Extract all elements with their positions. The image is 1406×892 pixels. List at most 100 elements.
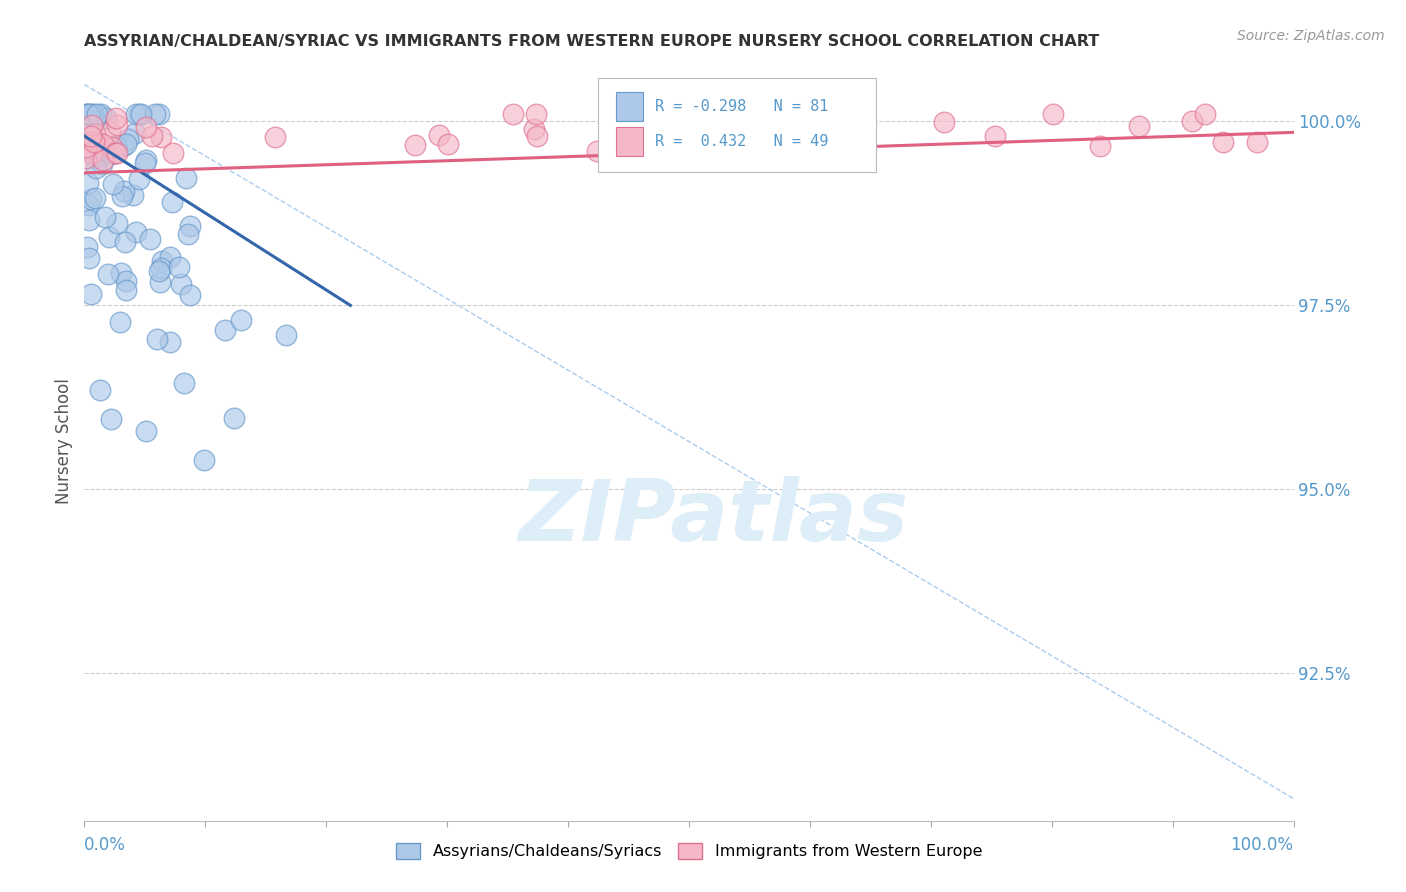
Point [710, 131, 733, 145]
Point [100, 411, 122, 425]
Point [80, 146, 103, 161]
Point [114, 274, 136, 288]
Point [124, 126, 146, 140]
Point [75, 151, 97, 165]
Point [800, 124, 823, 138]
Point [101, 178, 124, 192]
Point [1194, 107, 1216, 121]
Point [128, 172, 150, 186]
Point [162, 145, 184, 160]
Point [177, 227, 200, 241]
Point [148, 107, 170, 121]
Point [89, 383, 111, 397]
Point [148, 264, 170, 278]
Point [526, 128, 548, 143]
Point [229, 313, 252, 327]
Point [427, 128, 450, 142]
Point [79, 107, 101, 121]
Point [112, 184, 135, 198]
Point [502, 107, 524, 121]
Point [80, 128, 103, 143]
Point [82, 107, 104, 121]
Point [105, 111, 128, 125]
Point [263, 129, 285, 144]
Point [76, 130, 98, 145]
Point [523, 121, 546, 136]
Point [143, 107, 166, 121]
Text: R =  0.432   N = 49: R = 0.432 N = 49 [655, 134, 828, 149]
Point [76, 198, 98, 212]
Point [76, 107, 98, 121]
Point [90, 107, 112, 121]
Point [105, 118, 128, 132]
Point [86, 161, 108, 175]
Point [77, 213, 100, 227]
Point [179, 288, 201, 302]
Point [1212, 135, 1234, 149]
Point [643, 120, 665, 134]
Point [97, 267, 120, 281]
Point [76, 240, 98, 254]
Point [80, 119, 103, 133]
Point [524, 107, 547, 121]
Point [108, 314, 131, 328]
Point [91, 136, 114, 151]
Point [125, 225, 148, 239]
Point [983, 129, 1005, 144]
Point [110, 266, 132, 280]
Text: R = -0.298   N = 81: R = -0.298 N = 81 [655, 99, 828, 114]
Point [1042, 107, 1064, 121]
Point [179, 219, 201, 233]
Point [84, 191, 107, 205]
Point [80, 107, 103, 121]
Point [162, 195, 184, 210]
Point [80, 192, 103, 206]
Text: ASSYRIAN/CHALDEAN/SYRIAC VS IMMIGRANTS FROM WESTERN EUROPE NURSERY SCHOOL CORREL: ASSYRIAN/CHALDEAN/SYRIAC VS IMMIGRANTS F… [84, 34, 1099, 49]
Point [94, 210, 117, 224]
Point [1181, 114, 1204, 128]
Point [75, 139, 97, 153]
Point [84, 128, 107, 142]
Point [122, 188, 145, 202]
Point [89, 149, 111, 163]
Point [87, 135, 110, 149]
Point [758, 112, 780, 126]
Point [135, 425, 157, 439]
Point [100, 140, 122, 154]
Text: Source: ZipAtlas.com: Source: ZipAtlas.com [1237, 29, 1385, 43]
Point [77, 107, 100, 121]
Point [105, 216, 128, 230]
Point [174, 170, 197, 185]
FancyBboxPatch shape [599, 78, 876, 172]
Point [115, 283, 138, 297]
Point [90, 148, 112, 162]
Point [586, 144, 609, 158]
Point [657, 108, 679, 122]
Point [90, 149, 112, 163]
Point [97, 230, 120, 244]
Point [437, 137, 460, 152]
Point [128, 107, 150, 121]
Point [86, 107, 108, 121]
Bar [616, 92, 643, 120]
Point [105, 139, 128, 153]
Point [167, 260, 190, 274]
Point [636, 135, 658, 149]
Point [117, 132, 139, 146]
Point [149, 129, 172, 144]
Point [404, 138, 426, 153]
Point [94, 111, 117, 125]
Point [135, 153, 157, 168]
Point [932, 115, 955, 129]
Point [159, 334, 181, 349]
Point [159, 250, 181, 264]
Point [79, 135, 101, 149]
Point [148, 275, 170, 289]
Point [76, 125, 98, 139]
Point [193, 452, 215, 467]
Text: ZIPatlas: ZIPatlas [517, 475, 908, 559]
Point [76, 131, 98, 145]
Legend: Assyrians/Chaldeans/Syriacs, Immigrants from Western Europe: Assyrians/Chaldeans/Syriacs, Immigrants … [389, 837, 988, 866]
Point [214, 323, 236, 337]
Point [146, 332, 169, 346]
